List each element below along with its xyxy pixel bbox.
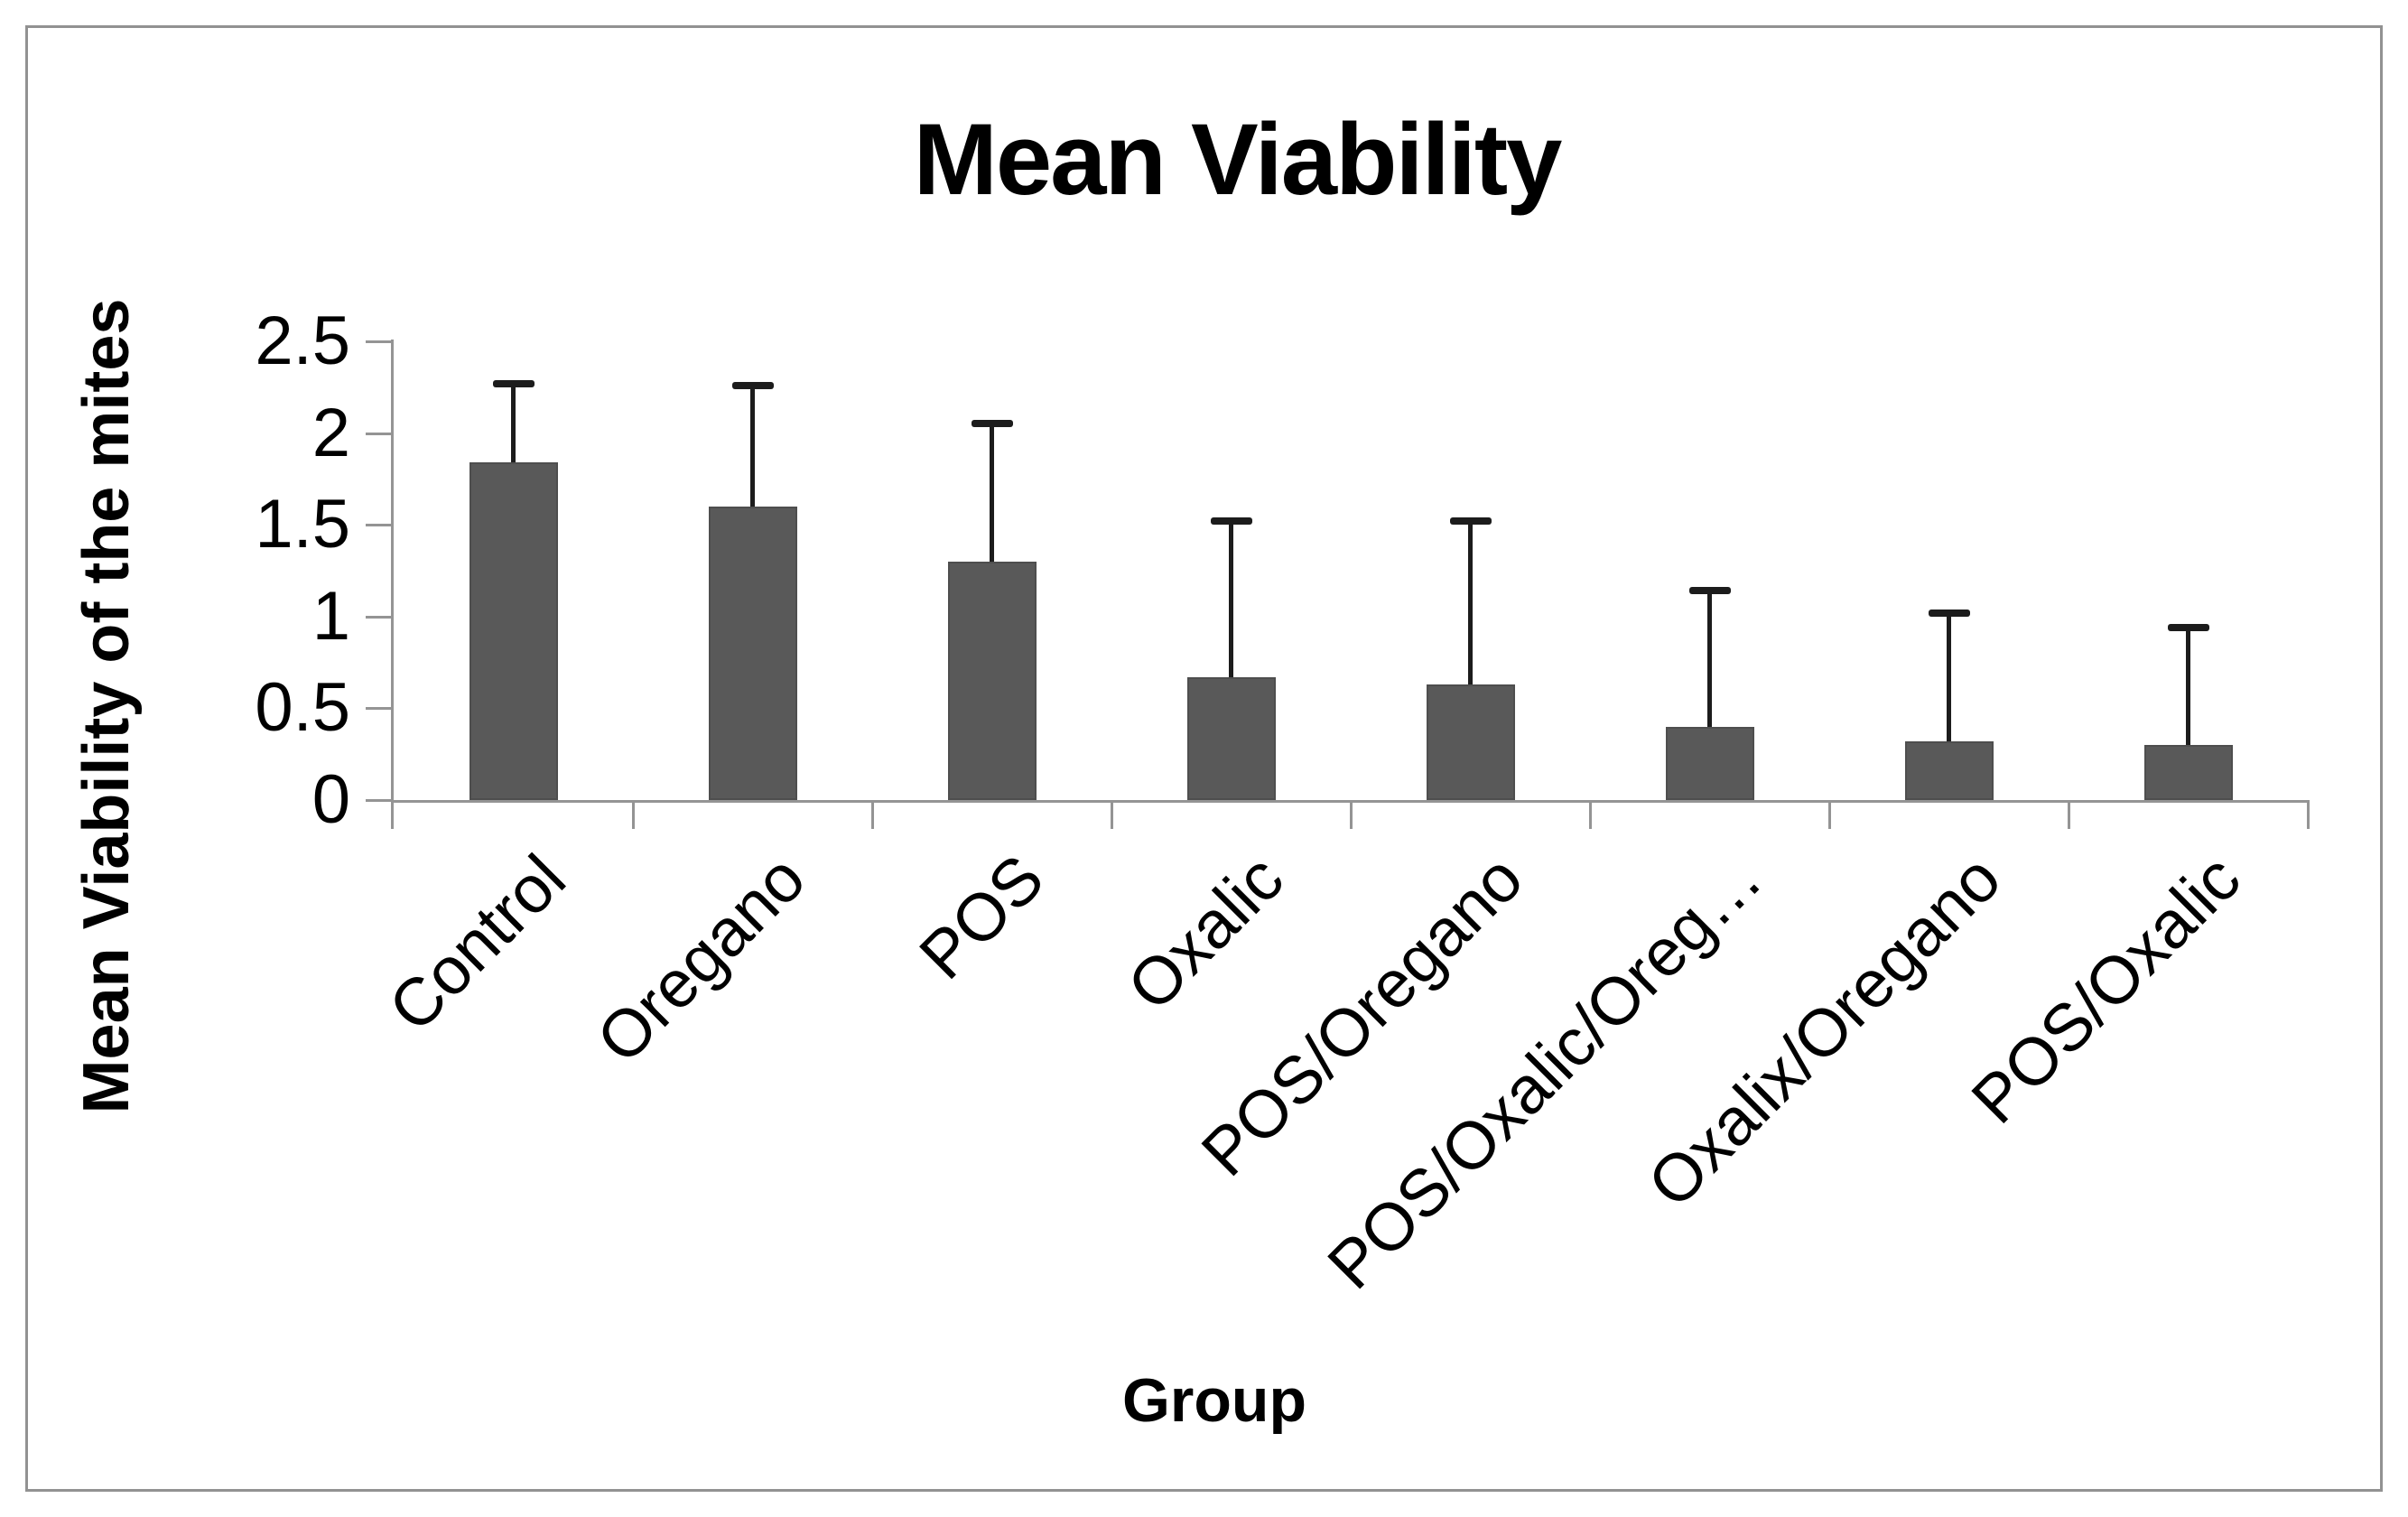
x-tick-label: Oregano: [581, 840, 819, 1077]
x-axis-tick: [1588, 800, 1592, 829]
x-axis-tick: [1827, 800, 1831, 829]
bar: [2143, 745, 2233, 800]
y-tick-label: 2.5: [255, 302, 350, 379]
error-bar-stem: [1947, 612, 1951, 741]
error-bar-stem: [1707, 591, 1712, 727]
y-axis-line: [391, 340, 394, 829]
bar: [1426, 684, 1515, 800]
y-tick-label: 0: [311, 761, 350, 838]
x-axis-tick: [870, 800, 874, 829]
x-tick-label: POS: [905, 840, 1058, 993]
x-axis-tick: [631, 800, 635, 829]
x-axis-tick: [1110, 800, 1113, 829]
y-axis-tick: [366, 799, 391, 802]
error-bar-cap: [1449, 517, 1492, 526]
error-bar-stem: [1468, 521, 1473, 684]
error-bar-cap: [492, 379, 535, 387]
error-bar-stem: [1229, 521, 1233, 677]
x-tick-label: POS/Oxalic/Oreg…: [1313, 840, 1776, 1303]
error-bar-stem: [750, 385, 755, 507]
error-bar-stem: [990, 423, 994, 562]
error-bar-stem: [2186, 627, 2190, 746]
chart-title: Mean Viability: [913, 103, 1563, 216]
y-tick-label: 1.5: [255, 486, 350, 563]
x-tick-label: Control: [374, 840, 580, 1046]
error-bar-cap: [731, 381, 774, 389]
error-bar-cap: [1928, 609, 1970, 617]
y-tick-label: 1: [311, 577, 350, 655]
x-tick-label: Oxalic: [1112, 840, 1297, 1025]
bar: [1665, 726, 1754, 800]
x-axis-tick: [2306, 800, 2310, 829]
x-axis-tick: [1349, 800, 1353, 829]
y-tick-label: 2: [311, 394, 350, 471]
y-axis-tick: [366, 707, 391, 711]
error-bar-stem: [511, 383, 516, 463]
bar: [1904, 740, 1994, 800]
error-bar-cap: [2167, 623, 2209, 631]
bar: [1186, 676, 1276, 800]
y-axis-tick: [366, 524, 391, 527]
bar: [469, 462, 558, 800]
error-bar-cap: [1210, 517, 1252, 526]
y-tick-label: 0.5: [255, 669, 350, 747]
y-axis-tick: [366, 432, 391, 435]
x-axis-title: Group: [1122, 1366, 1306, 1435]
error-bar-cap: [971, 420, 1013, 428]
x-axis-tick: [391, 800, 394, 829]
x-axis-tick: [2067, 800, 2070, 829]
y-axis-tick: [366, 615, 391, 619]
error-bar-cap: [1688, 587, 1731, 595]
bar: [708, 506, 797, 800]
y-axis-tick: [366, 340, 391, 343]
bar: [947, 561, 1037, 800]
